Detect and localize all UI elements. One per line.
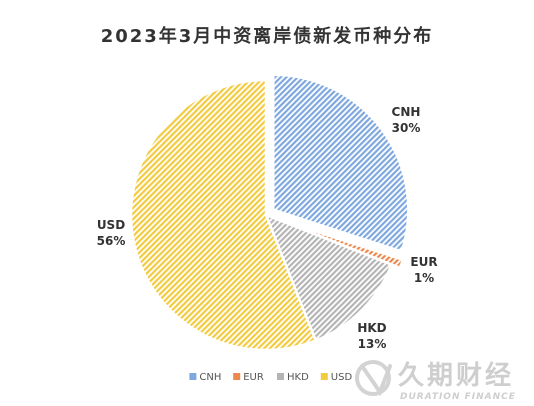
- slice-value-hkd: 13%: [358, 337, 387, 351]
- legend-label-usd: USD: [331, 372, 353, 383]
- watermark: 久期财经 DURATION FINANCE: [355, 360, 516, 402]
- chart-title: 2023年3月中资离岸债新发币种分布: [100, 26, 434, 47]
- pie-slice-cnh: [272, 73, 410, 254]
- slice-value-cnh: 30%: [392, 121, 421, 135]
- legend: CNH EUR HKD USD: [189, 372, 352, 383]
- slice-label-hkd: HKD: [357, 321, 386, 335]
- slice-label-usd: USD: [97, 218, 125, 232]
- pie-slice-hkd: [263, 212, 394, 343]
- legend-label-cnh: CNH: [199, 372, 221, 383]
- legend-swatch-usd: [320, 373, 328, 380]
- slice-label-eur: EUR: [410, 255, 437, 269]
- legend-label-eur: EUR: [243, 372, 264, 383]
- watermark-logo-icon: [355, 360, 392, 397]
- slice-value-eur: 1%: [414, 271, 434, 285]
- legend-swatch-hkd: [277, 373, 284, 380]
- watermark-name-cn: 久期财经: [398, 360, 514, 391]
- legend-swatch-cnh: [189, 373, 197, 380]
- legend-label-hkd: HKD: [287, 372, 309, 383]
- slice-label-cnh: CNH: [392, 105, 421, 119]
- legend-swatch-eur: [233, 373, 241, 380]
- watermark-name-en: DURATION FINANCE: [400, 392, 516, 402]
- slice-labels: CNH 30% EUR 1% HKD 13% USD 56%: [97, 105, 438, 351]
- pie-slice-usd: [129, 78, 318, 352]
- slice-value-usd: 56%: [97, 234, 126, 248]
- pie-slices: [129, 73, 410, 352]
